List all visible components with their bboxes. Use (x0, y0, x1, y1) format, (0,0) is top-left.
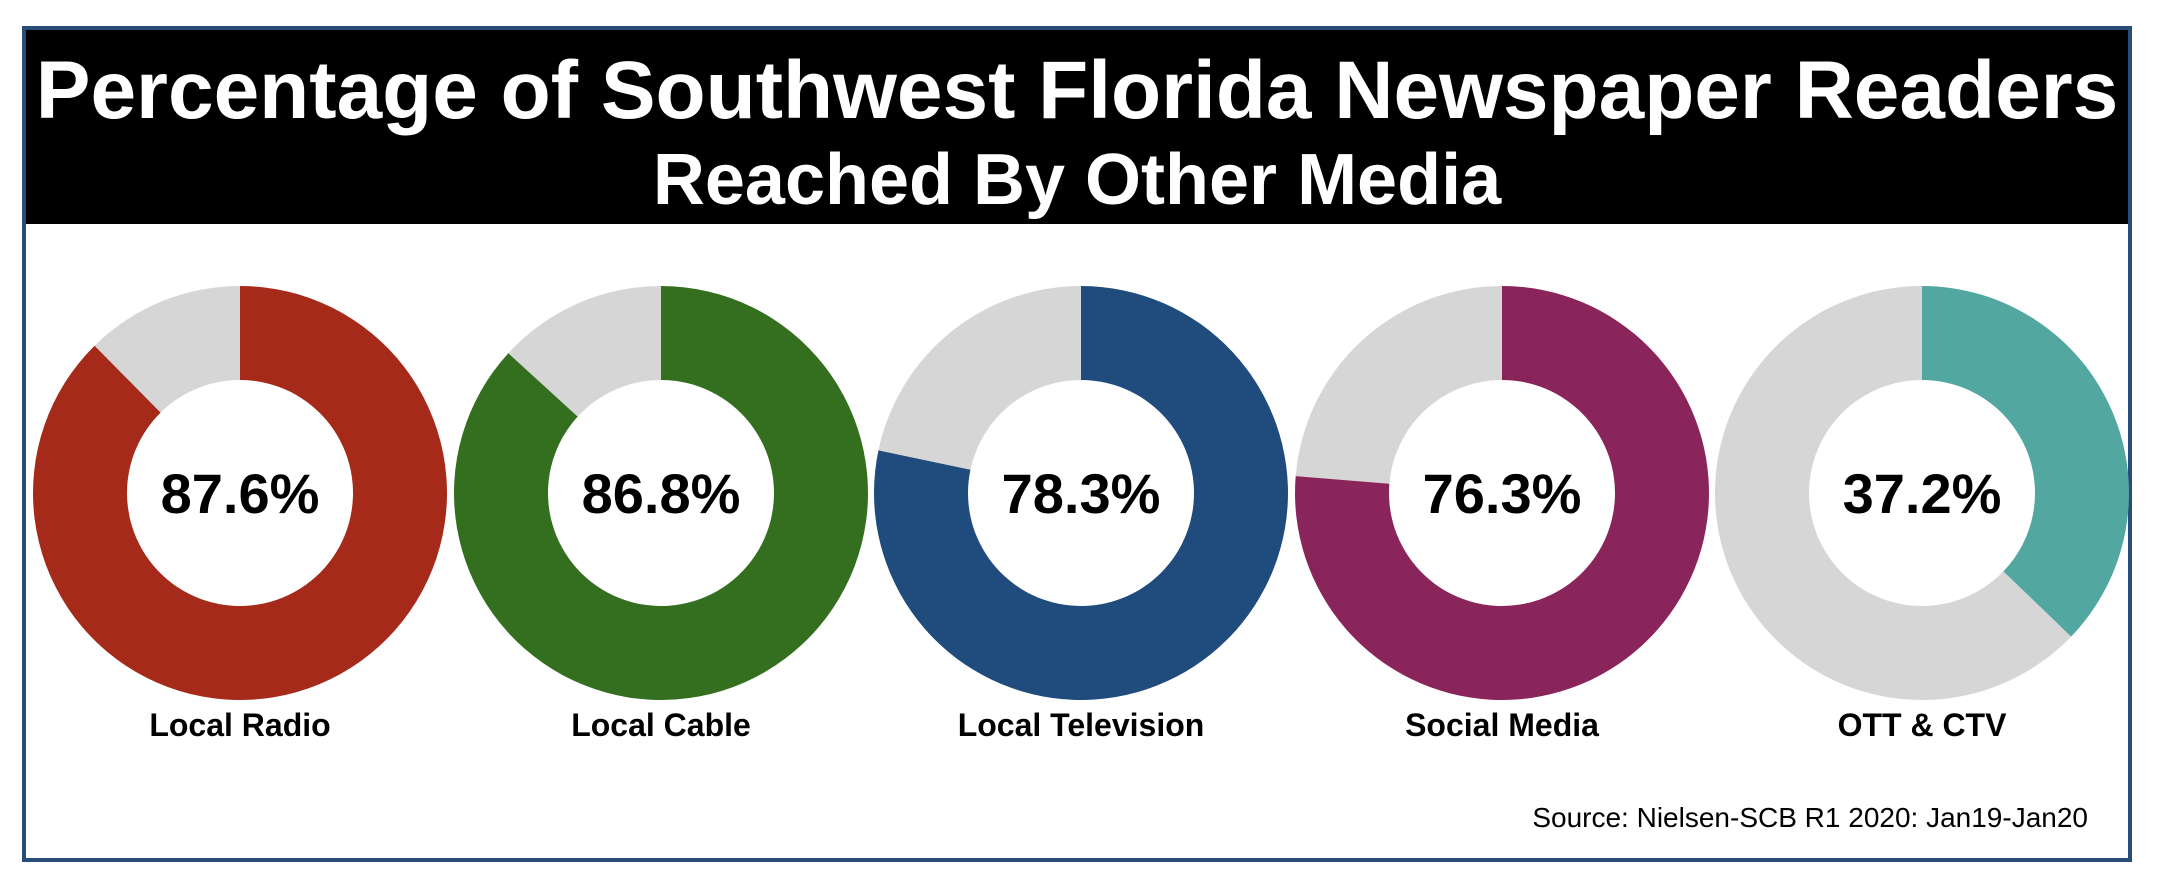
title-bar: Percentage of Southwest Florida Newspape… (26, 30, 2128, 224)
donut-value-segment (874, 286, 1288, 700)
donut-value-label: 87.6% (161, 462, 320, 525)
donut-category-label: Local Cable (571, 707, 751, 743)
source-note: Source: Nielsen-SCB R1 2020: Jan19-Jan20 (1532, 802, 2088, 833)
donut-category-label: Local Television (958, 707, 1205, 743)
donut-value-label: 86.8% (582, 462, 741, 525)
donut-group: 86.8% Local Cable (453, 286, 868, 743)
donut-group: 37.2% OTT & CTV (1714, 286, 2129, 743)
donut-remainder-segment (1295, 286, 1502, 484)
donut-remainder-segment (878, 286, 1081, 470)
donut-group: 87.6% Local Radio (33, 286, 448, 743)
donut-value-label: 37.2% (1843, 462, 2002, 525)
donut-category-label: Social Media (1405, 707, 1599, 743)
donut-value-segment (453, 286, 868, 700)
donut-remainder-segment (1714, 286, 2072, 700)
chart-title-line-2: Reached By Other Media (652, 140, 1502, 220)
donut-remainder-segment (508, 286, 661, 417)
donut-category-label: Local Radio (149, 707, 330, 743)
donut-value-segment (1922, 286, 2129, 637)
donut-remainder-segment (94, 286, 240, 413)
donut-value-label: 76.3% (1423, 462, 1582, 525)
donut-value-segment (1295, 286, 1709, 700)
donut-group: 78.3% Local Television (874, 286, 1288, 743)
donut-value-segment (33, 286, 448, 700)
chart-title-line-1: Percentage of Southwest Florida Newspape… (35, 45, 2119, 136)
donut-value-label: 78.3% (1002, 462, 1161, 525)
donut-category-label: OTT & CTV (1838, 707, 2008, 743)
donut-group: 76.3% Social Media (1295, 286, 1709, 743)
